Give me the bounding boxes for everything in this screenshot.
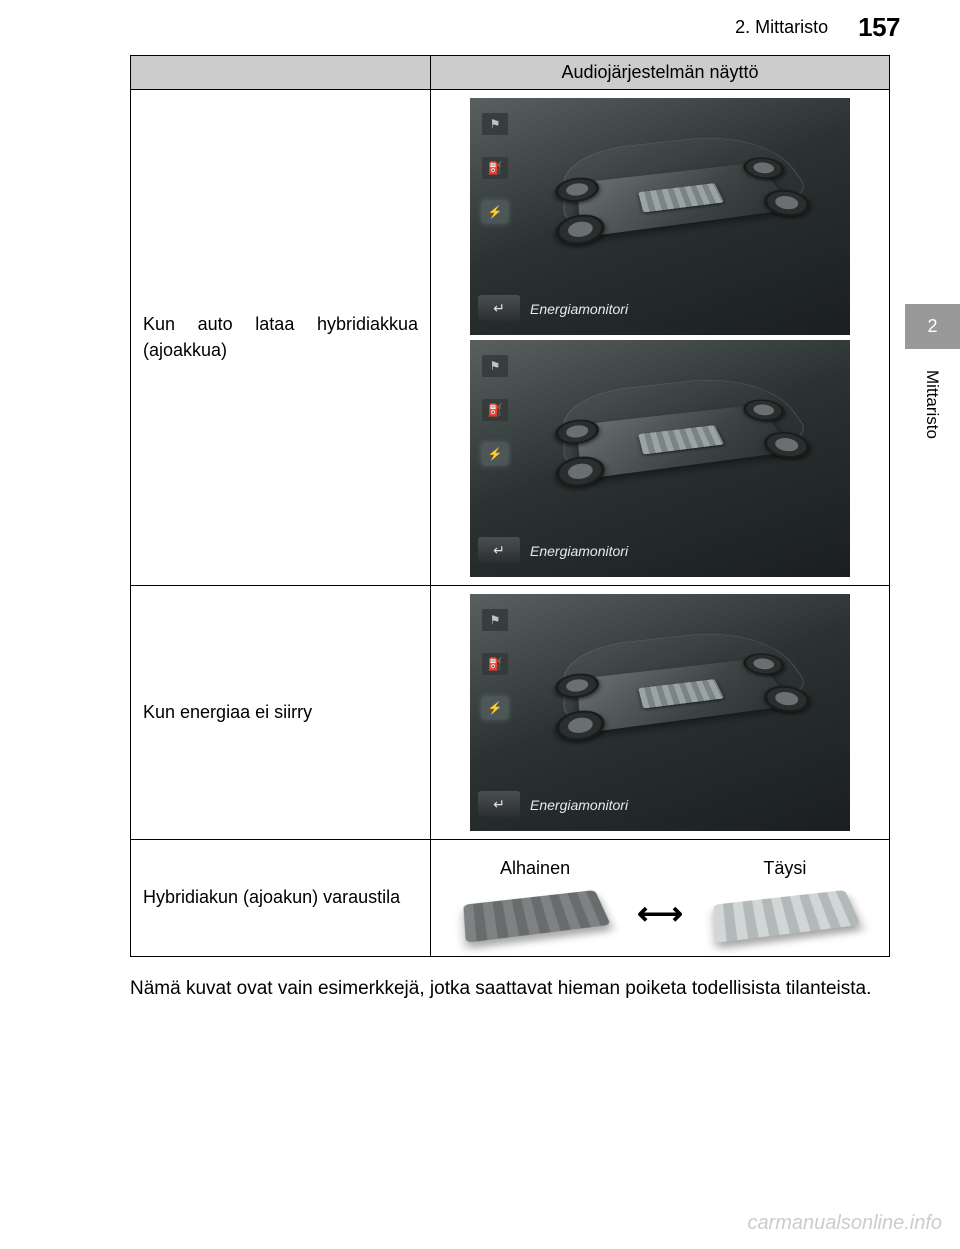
battery-full-image (715, 887, 855, 942)
flag-icon: ⚑ (482, 609, 508, 631)
monitor-label: Energiamonitori (530, 543, 628, 559)
power-icon: ⚡ (482, 697, 508, 719)
energy-monitor-screenshot: ⚑ ⛽ ⚡ ↵ (470, 98, 850, 335)
header-page-number: 157 (858, 12, 900, 43)
energy-monitor-screenshot: ⚑ ⛽ ⚡ ↵ (470, 594, 850, 831)
monitor-side-icons: ⚑ ⛽ ⚡ (482, 355, 508, 465)
back-button[interactable]: ↵ (478, 537, 520, 563)
battery-full-col: Täysi (715, 858, 855, 942)
back-button[interactable]: ↵ (478, 295, 520, 321)
back-icon: ↵ (493, 542, 505, 559)
table-header-right: Audiojärjestelmän näyttö (431, 56, 890, 90)
table-header-left (131, 56, 431, 90)
energy-monitor-screenshot: ⚑ ⛽ ⚡ ↵ (470, 340, 850, 577)
flag-icon: ⚑ (482, 113, 508, 135)
back-button[interactable]: ↵ (478, 791, 520, 817)
back-icon: ↵ (493, 796, 505, 813)
power-icon: ⚡ (482, 443, 508, 465)
battery-low-image (465, 887, 605, 942)
monitor-label: Energiamonitori (530, 301, 628, 317)
row1-images: ⚑ ⛽ ⚡ ↵ (431, 90, 890, 586)
page-header: 2. Mittaristo 157 (735, 12, 900, 43)
row3-label: Hybridiakun (ajoakun) varaustila (131, 840, 431, 957)
monitor-label: Energiamonitori (530, 797, 628, 813)
arrow-icon: ⟷ (637, 894, 683, 932)
table-row: Hybridiakun (ajoakun) varaustila Alhaine… (131, 840, 890, 957)
monitor-side-icons: ⚑ ⛽ ⚡ (482, 113, 508, 223)
info-table: Audiojärjestelmän näyttö Kun auto lataa … (130, 55, 890, 957)
chapter-tab: 2 (905, 304, 960, 349)
fuel-icon: ⛽ (482, 157, 508, 179)
header-section: 2. Mittaristo (735, 17, 828, 38)
row2-label: Kun energiaa ei siirry (131, 586, 431, 840)
footnote-text: Nämä kuvat ovat vain esimerkkejä, jotka … (130, 975, 890, 1004)
table-row: Kun auto lataa hybridiakkua (ajoakkua) ⚑… (131, 90, 890, 586)
row3-battery: Alhainen ⟷ Täysi (431, 840, 890, 957)
battery-low-col: Alhainen (465, 858, 605, 942)
power-icon: ⚡ (482, 201, 508, 223)
content-area: Audiojärjestelmän näyttö Kun auto lataa … (130, 55, 890, 1004)
flag-icon: ⚑ (482, 355, 508, 377)
fuel-icon: ⛽ (482, 399, 508, 421)
battery-low-label: Alhainen (500, 858, 570, 879)
battery-state-row: Alhainen ⟷ Täysi (443, 848, 877, 948)
car-diagram (530, 108, 830, 298)
chapter-tab-label: Mittaristo (922, 370, 942, 439)
watermark: carmanualsonline.info (747, 1212, 942, 1235)
car-diagram (530, 350, 830, 540)
table-row: Kun energiaa ei siirry ⚑ ⛽ ⚡ (131, 586, 890, 840)
car-diagram (530, 604, 830, 794)
row1-label: Kun auto lataa hybridiakkua (ajoakkua) (131, 90, 431, 586)
battery-full-label: Täysi (763, 858, 806, 879)
back-icon: ↵ (493, 300, 505, 317)
chapter-tab-number: 2 (927, 316, 937, 337)
fuel-icon: ⛽ (482, 653, 508, 675)
monitor-side-icons: ⚑ ⛽ ⚡ (482, 609, 508, 719)
row2-image: ⚑ ⛽ ⚡ ↵ (431, 586, 890, 840)
